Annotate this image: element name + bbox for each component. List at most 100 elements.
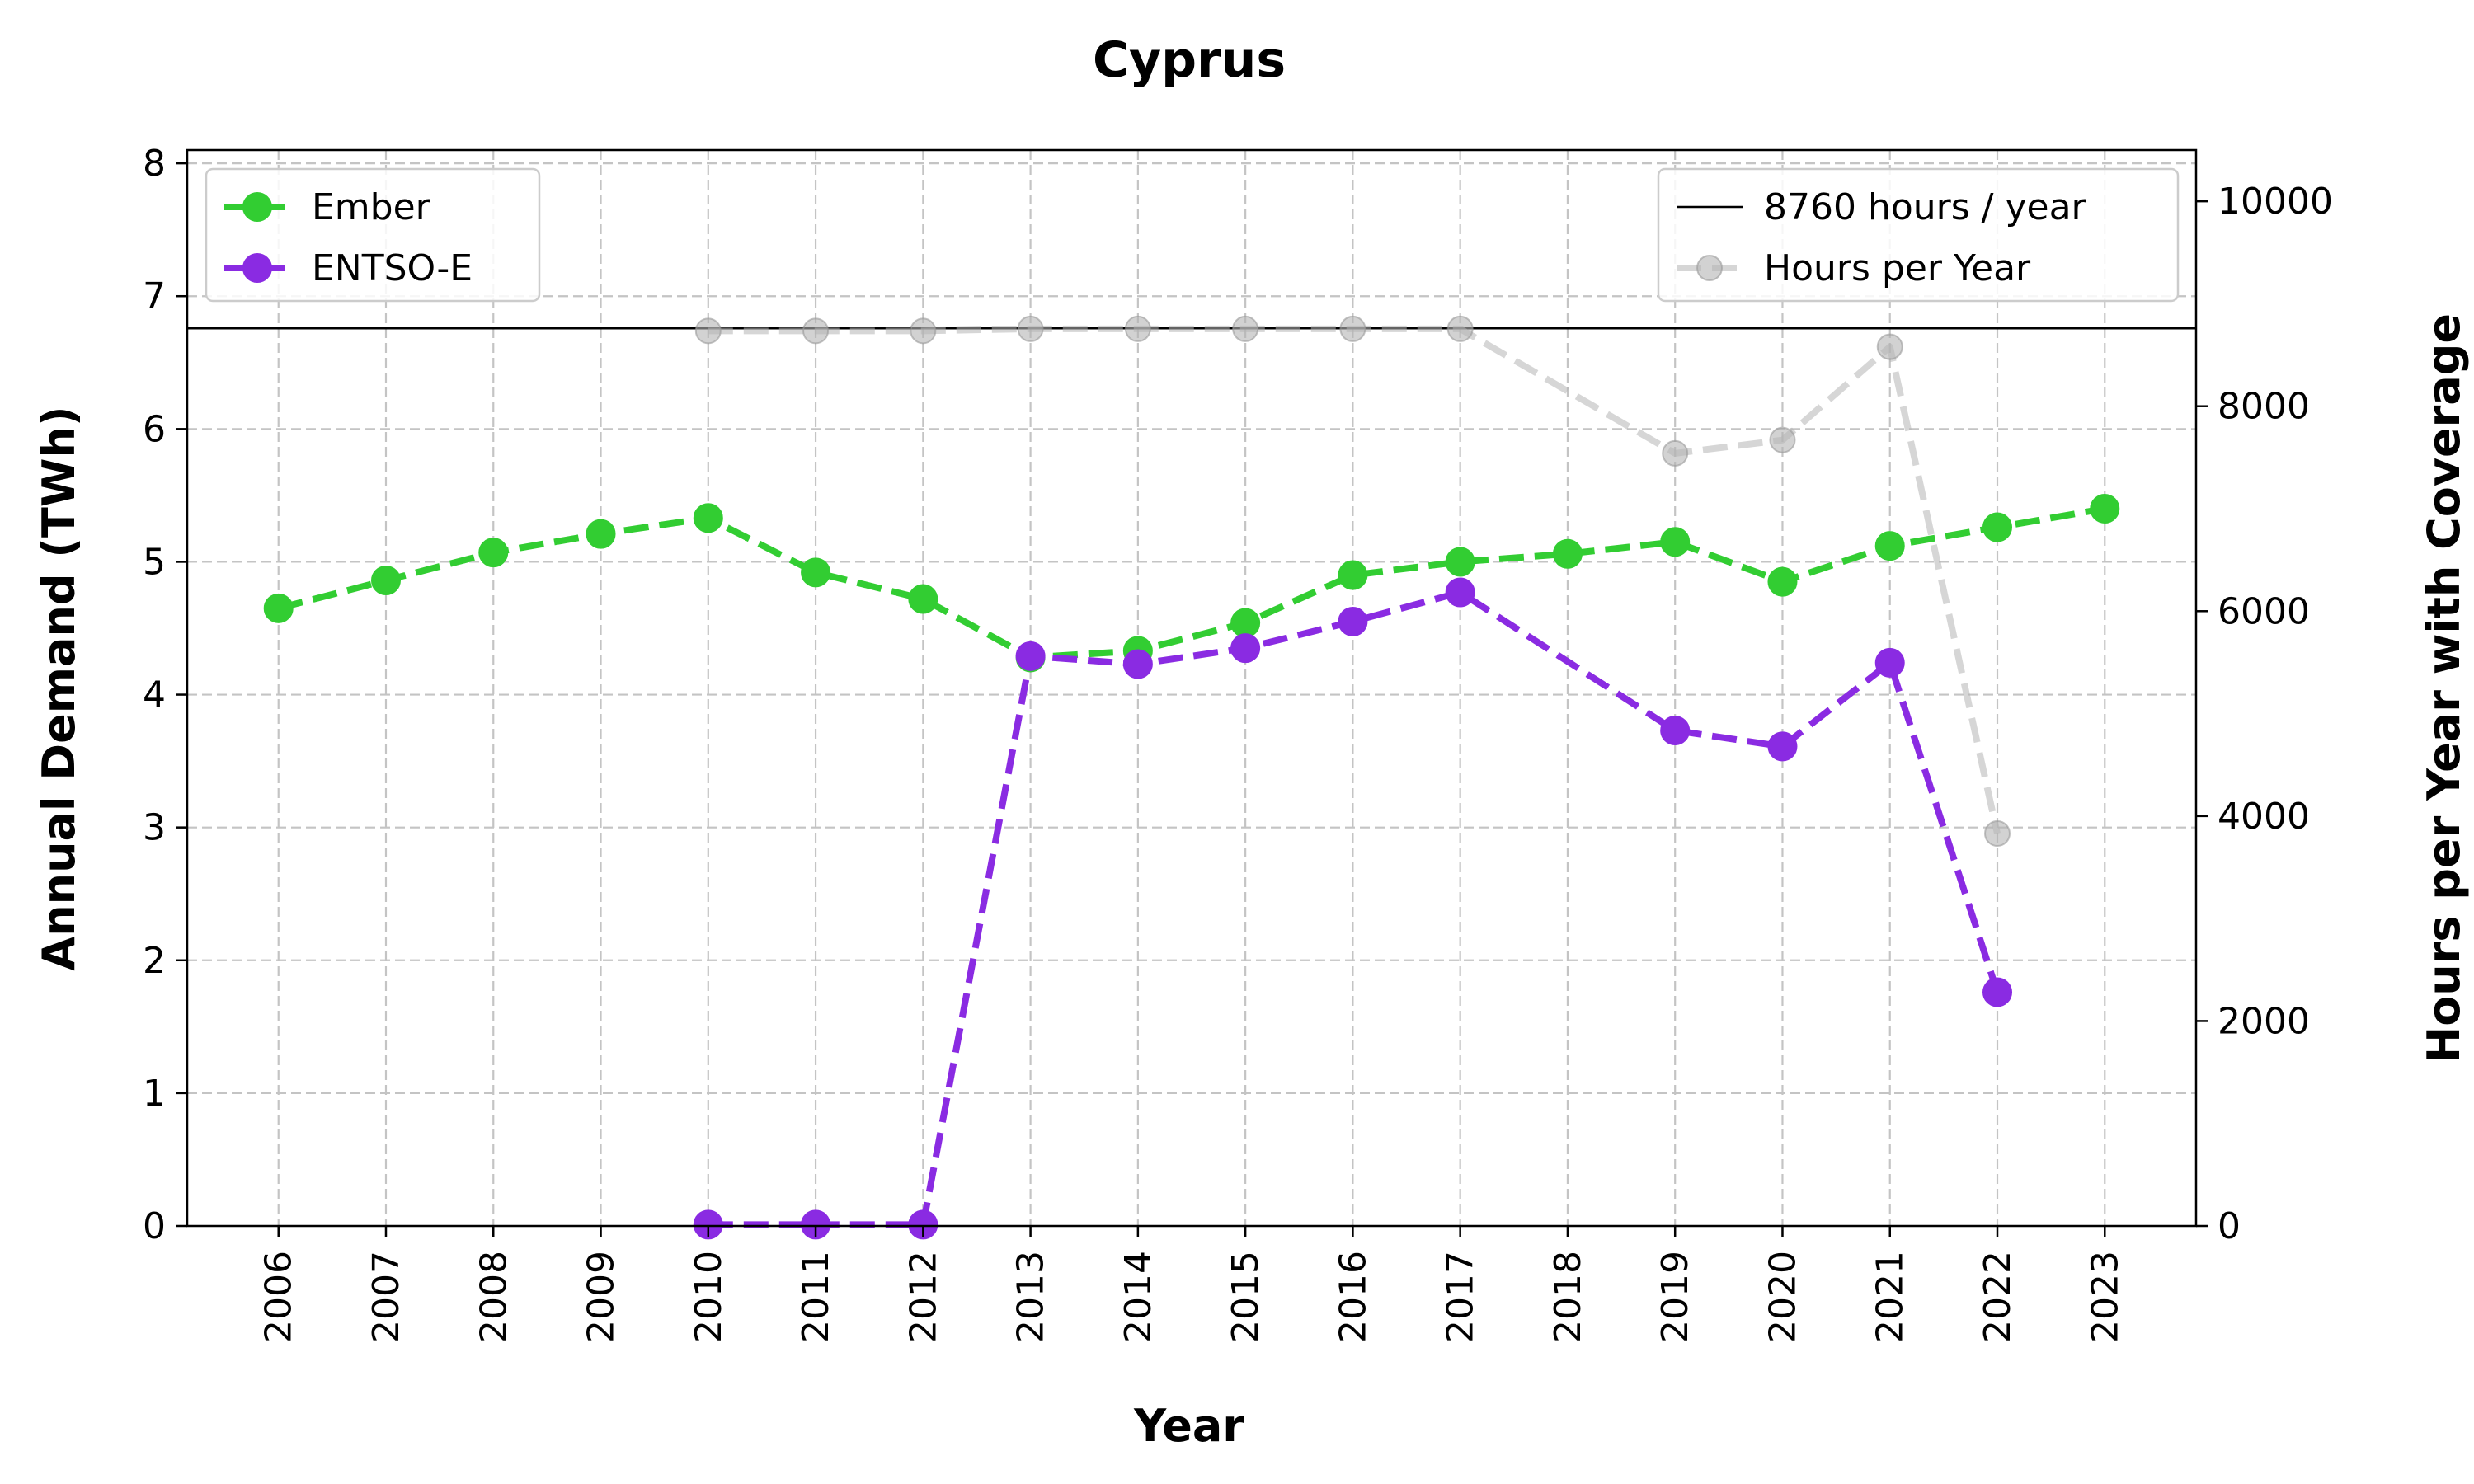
data-point — [1660, 527, 1691, 557]
data-point — [478, 538, 509, 568]
x-tick-label: 2020 — [1761, 1251, 1804, 1343]
x-tick-label: 2023 — [2084, 1251, 2126, 1343]
left-y-tick-label: 8 — [143, 143, 166, 185]
left-y-axis: 0 1 2 3 4 5 6 7 8 — [143, 143, 187, 1247]
data-point — [801, 557, 831, 588]
data-point — [1769, 426, 1796, 453]
data-point — [263, 593, 294, 623]
legend-label: ENTSO-E — [312, 247, 473, 289]
data-point — [801, 1209, 831, 1240]
data-point — [693, 1209, 723, 1240]
data-point — [693, 503, 723, 533]
x-tick-label: 2014 — [1117, 1251, 1159, 1343]
legend-right: 8760 hours / year Hours per Year — [1657, 167, 2180, 303]
data-point — [1230, 608, 1261, 638]
series-layer — [263, 315, 2120, 1240]
right-y-axis-label: Hours per Year with Coverage — [2418, 313, 2470, 1064]
data-point — [1230, 633, 1261, 664]
x-tick-label: 2009 — [581, 1251, 623, 1343]
left-y-tick-label: 6 — [143, 408, 166, 450]
right-y-tick-label: 10000 — [2218, 181, 2333, 223]
data-point — [1876, 333, 1903, 360]
data-point — [1767, 731, 1798, 762]
data-point — [1982, 512, 2013, 542]
left-y-tick-label: 0 — [143, 1205, 166, 1247]
x-tick-label: 2022 — [1977, 1251, 2019, 1343]
right-y-tick-label: 8000 — [2218, 386, 2310, 428]
left-y-tick-label: 3 — [143, 807, 166, 849]
data-point — [1662, 439, 1689, 467]
data-point — [1232, 315, 1259, 342]
right-y-axis: 0 2000 4000 6000 8000 10000 — [2196, 181, 2333, 1247]
legend-label: 8760 hours / year — [1764, 186, 2087, 228]
chart-title: Cyprus — [1093, 31, 1286, 89]
x-tick-label: 2012 — [902, 1251, 944, 1343]
x-tick-label: 2010 — [688, 1251, 730, 1343]
right-y-tick-label: 4000 — [2218, 796, 2310, 838]
data-point — [1122, 649, 1153, 679]
x-tick-label: 2015 — [1225, 1251, 1267, 1343]
data-point — [908, 1209, 938, 1240]
x-tick-label: 2013 — [1010, 1251, 1052, 1343]
data-point — [802, 317, 830, 345]
right-y-tick-label: 0 — [2218, 1205, 2241, 1247]
data-point — [1445, 577, 1475, 608]
legend-label: Ember — [312, 186, 431, 228]
left-y-tick-label: 4 — [143, 674, 166, 716]
x-tick-label: 2006 — [258, 1251, 300, 1343]
legend-marker-swatch — [242, 253, 272, 283]
x-tick-label: 2011 — [795, 1251, 837, 1343]
data-point — [1445, 547, 1475, 577]
series-hours-per-year — [694, 315, 2011, 847]
data-point — [1015, 641, 1046, 671]
series-entso-e — [693, 577, 2013, 1240]
left-y-tick-label: 2 — [143, 940, 166, 982]
data-point — [1338, 560, 1368, 590]
data-point — [1124, 315, 1151, 342]
left-y-tick-label: 7 — [143, 275, 166, 317]
left-y-tick-label: 1 — [143, 1073, 166, 1115]
x-tick-label: 2008 — [473, 1251, 515, 1343]
legend-left: Ember ENTSO-E — [205, 167, 541, 303]
data-point — [1767, 566, 1798, 597]
data-point — [1552, 538, 1583, 569]
series-line — [708, 589, 2001, 1228]
legend-box — [205, 167, 541, 303]
data-point — [910, 317, 937, 345]
data-point — [586, 519, 616, 549]
data-point — [908, 584, 938, 614]
x-tick-label: 2007 — [365, 1251, 407, 1343]
x-tick-label: 2016 — [1332, 1251, 1374, 1343]
series-ember — [263, 494, 2120, 673]
data-point — [1874, 647, 1905, 678]
x-axis: 2006 2007 2008 2009 2010 2011 2012 2013 2014 2015… — [258, 1226, 2126, 1343]
data-point — [1982, 977, 2013, 1007]
data-point — [694, 317, 722, 345]
data-point — [1446, 315, 1474, 342]
x-tick-label: 2018 — [1547, 1251, 1589, 1343]
x-tick-label: 2021 — [1870, 1251, 1912, 1343]
series-line — [277, 505, 2105, 661]
data-point — [2090, 494, 2120, 524]
right-y-tick-label: 2000 — [2218, 1000, 2310, 1042]
legend-label: Hours per Year — [1764, 247, 2031, 289]
data-point — [1017, 315, 1044, 342]
data-point — [1338, 606, 1368, 636]
x-tick-label: 2017 — [1440, 1251, 1482, 1343]
data-point — [1339, 315, 1366, 342]
legend-box — [1657, 167, 2180, 303]
right-y-tick-label: 6000 — [2218, 590, 2310, 632]
data-point — [370, 566, 401, 595]
data-point — [1984, 819, 2011, 847]
legend-marker-swatch — [1696, 255, 1723, 281]
left-y-tick-label: 5 — [143, 541, 166, 583]
left-y-axis-label: Annual Demand (TWh) — [33, 406, 85, 970]
series-line — [708, 325, 2001, 834]
legend-marker-swatch — [242, 192, 272, 222]
data-point — [1660, 716, 1691, 746]
x-tick-label: 2019 — [1654, 1251, 1696, 1343]
data-point — [1874, 531, 1905, 561]
plot-frame — [186, 148, 2198, 1228]
x-axis-label: Year — [1133, 1400, 1244, 1452]
